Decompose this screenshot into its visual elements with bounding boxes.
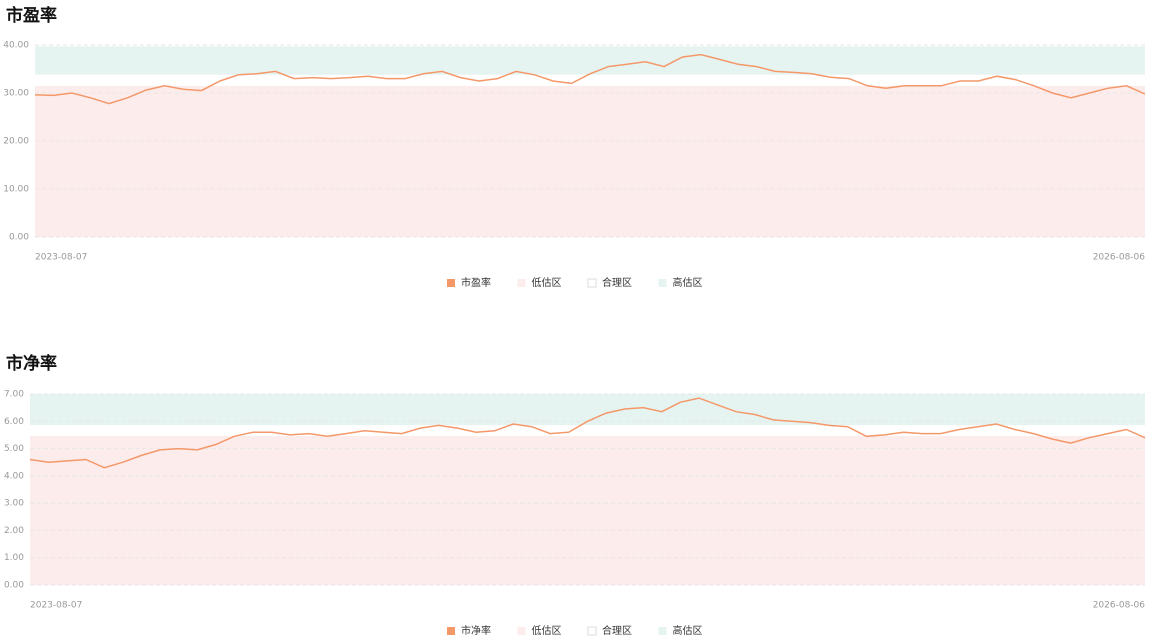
legend-label: 高估区 (673, 624, 703, 637)
y-tick-label: 40.00 (3, 41, 29, 51)
x-tick-label: 2026-08-06 (1093, 253, 1146, 263)
legend-swatch (447, 627, 455, 635)
legend-swatch (447, 279, 455, 287)
line (29, 397, 1146, 469)
legend-label: 低估区 (532, 276, 562, 289)
chart-title: 市净率 (6, 353, 57, 374)
y-tick-label: 4.00 (4, 471, 24, 481)
y-tick-label: 6.00 (4, 417, 24, 427)
y-tick-label: 30.00 (3, 89, 29, 99)
y-tick-label: 7.00 (4, 390, 24, 400)
x-tick-label: 2023-08-07 (30, 601, 82, 611)
y-tick-label: 10.00 (3, 185, 29, 195)
chart-title: 市盈率 (6, 5, 57, 26)
y-tick-label: 0.00 (4, 581, 24, 591)
zone (30, 425, 1145, 437)
x-tick-label: 2026-08-06 (1093, 601, 1146, 611)
zone (35, 74, 1145, 86)
zone (35, 46, 1145, 75)
zone (30, 394, 1145, 426)
y-tick-label: 1.00 (4, 553, 24, 563)
legend-swatch (587, 626, 597, 636)
zone (35, 85, 1145, 237)
y-tick-label: 3.00 (4, 499, 24, 509)
legend-swatch (658, 627, 667, 635)
legend-swatch (587, 278, 597, 288)
y-tick-label: 20.00 (3, 137, 29, 147)
line (34, 53, 1146, 105)
legend-swatch (517, 627, 526, 635)
legend-label: 市净率 (461, 624, 491, 637)
y-tick-label: 0.00 (9, 233, 29, 243)
zone (30, 436, 1145, 585)
y-tick-label: 2.00 (4, 526, 24, 536)
x-tick-label: 2023-08-07 (35, 253, 87, 263)
legend-label: 市盈率 (461, 276, 491, 289)
legend-label: 高估区 (673, 276, 703, 289)
legend-label: 合理区 (602, 276, 632, 289)
y-tick-label: 5.00 (4, 444, 24, 454)
legend-swatch (658, 279, 667, 287)
legend-swatch (517, 279, 526, 287)
legend-label: 合理区 (602, 624, 632, 637)
legend-label: 低估区 (532, 624, 562, 637)
